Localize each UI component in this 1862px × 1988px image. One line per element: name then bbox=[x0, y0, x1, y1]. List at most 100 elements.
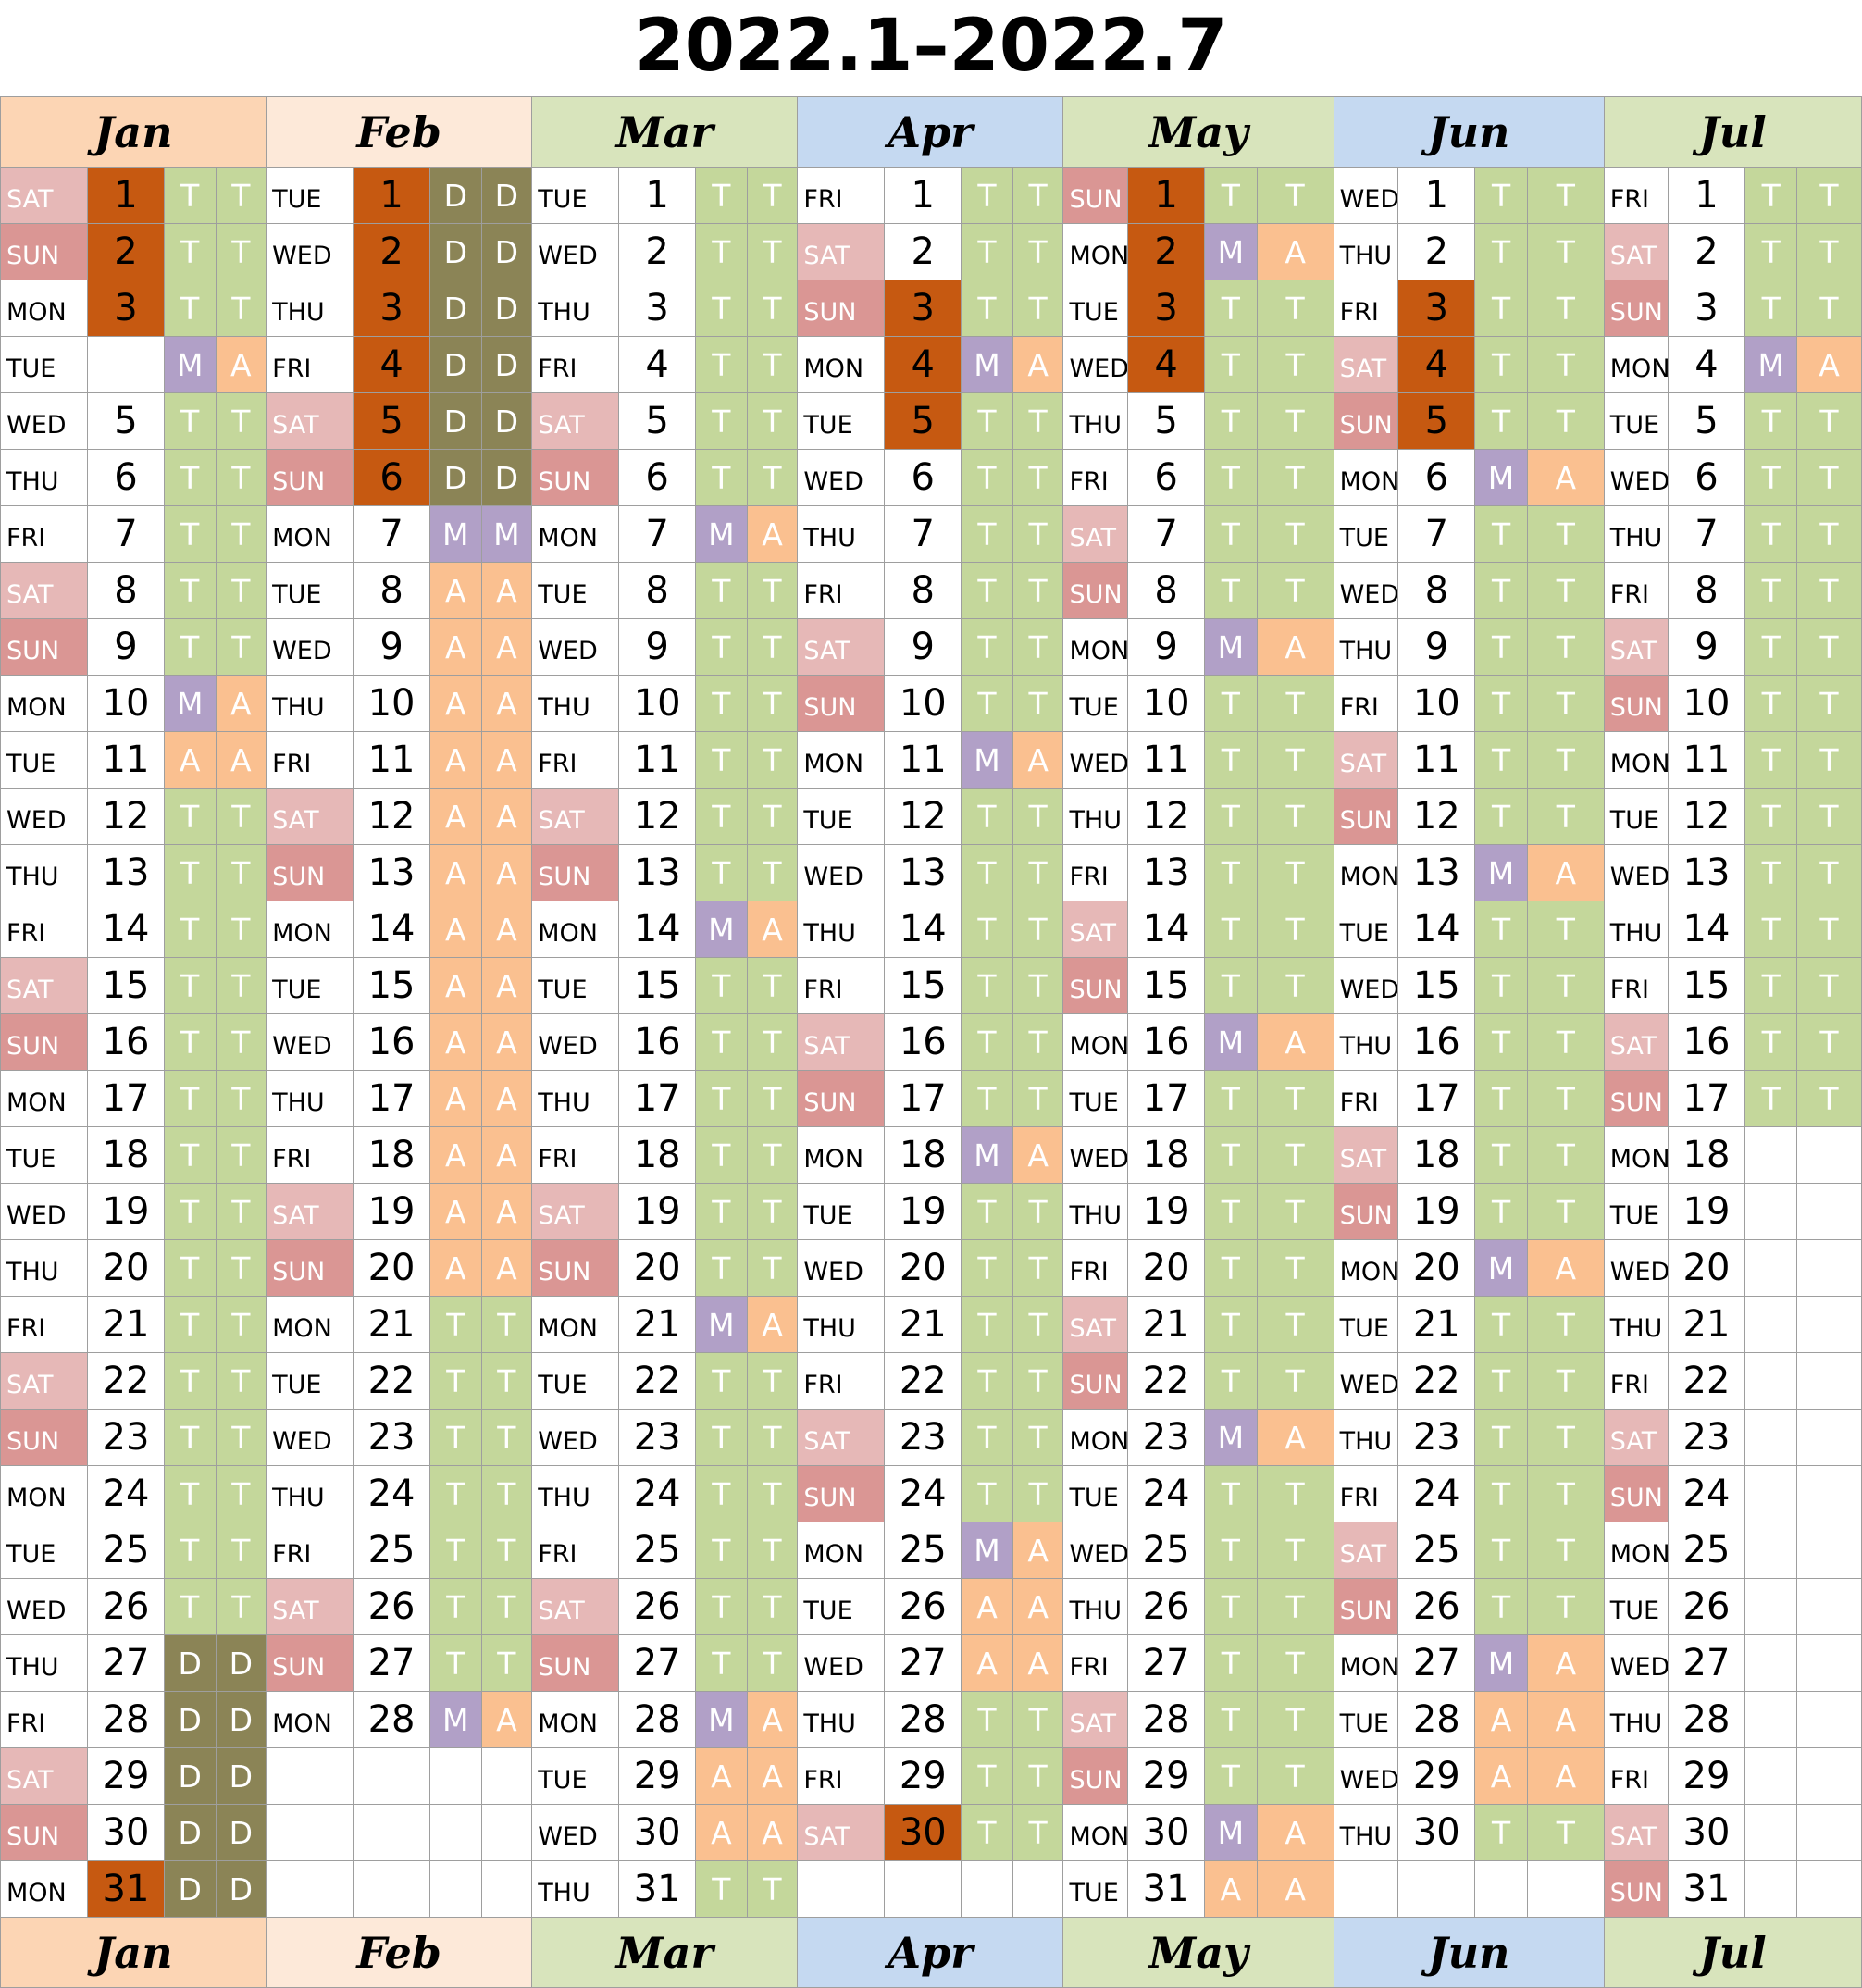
month-header-mar-bottom: Mar bbox=[531, 1917, 799, 1988]
jul-shift-code-1: T bbox=[1744, 449, 1797, 506]
jul-weekday-label: SAT bbox=[1603, 1013, 1669, 1071]
jul-shift-code-2: T bbox=[1796, 957, 1862, 1014]
mar-shift-code-1: M bbox=[695, 901, 748, 958]
mar-day-number: 8 bbox=[618, 562, 697, 619]
mar-shift-code-1: T bbox=[695, 1465, 748, 1522]
may-weekday-label: SUN bbox=[1062, 167, 1129, 224]
mar-weekday-label: THU bbox=[531, 280, 620, 337]
jan-weekday-label: MON bbox=[0, 675, 89, 732]
apr-day-number: 22 bbox=[884, 1352, 962, 1410]
jul-shift-code-2 bbox=[1796, 1465, 1862, 1522]
jan-shift-code-1: T bbox=[163, 1126, 217, 1184]
jun-day-number: 18 bbox=[1397, 1126, 1476, 1184]
feb-shift-code-1: M bbox=[429, 505, 482, 563]
jul-day-number: 25 bbox=[1667, 1522, 1746, 1579]
jun-day-number: 17 bbox=[1397, 1070, 1476, 1127]
apr-shift-code-1: T bbox=[961, 505, 1013, 563]
may-weekday-label: SAT bbox=[1062, 901, 1129, 958]
feb-weekday-label: FRI bbox=[266, 731, 354, 789]
jan-shift-code-1: A bbox=[163, 731, 217, 789]
feb-day-number: 10 bbox=[353, 675, 430, 732]
mar-day-number: 24 bbox=[618, 1465, 697, 1522]
feb-day-number: 15 bbox=[353, 957, 430, 1014]
mar-shift-code-1: T bbox=[695, 336, 748, 393]
jan-weekday-label: WED bbox=[0, 788, 89, 845]
apr-weekday-label: WED bbox=[797, 1239, 886, 1297]
feb-shift-code-1: A bbox=[429, 731, 482, 789]
mar-weekday-label: SAT bbox=[531, 1578, 620, 1635]
may-weekday-label: FRI bbox=[1062, 449, 1129, 506]
jan-weekday-label: SAT bbox=[0, 167, 89, 224]
may-shift-code-2: T bbox=[1256, 1465, 1334, 1522]
mar-day-number: 19 bbox=[618, 1183, 697, 1240]
apr-weekday-label: THU bbox=[797, 1296, 886, 1353]
mar-shift-code-2: T bbox=[746, 844, 799, 901]
may-shift-code-2: T bbox=[1256, 1578, 1334, 1635]
may-weekday-label: THU bbox=[1062, 1183, 1129, 1240]
month-header-apr-top: Apr bbox=[797, 96, 1064, 168]
may-shift-code-2: T bbox=[1256, 1522, 1334, 1579]
jan-day-number: 19 bbox=[87, 1183, 165, 1240]
may-day-number: 27 bbox=[1127, 1634, 1206, 1692]
jul-shift-code-2: T bbox=[1796, 788, 1862, 845]
jun-weekday-label: FRI bbox=[1333, 1070, 1399, 1127]
jun-shift-code-2: T bbox=[1526, 675, 1605, 732]
feb-weekday-label: FRI bbox=[266, 336, 354, 393]
feb-shift-code-2: A bbox=[480, 901, 533, 958]
mar-shift-code-2: A bbox=[746, 1804, 799, 1861]
jan-shift-code-1: T bbox=[163, 788, 217, 845]
mar-day-number: 25 bbox=[618, 1522, 697, 1579]
feb-shift-code-2: D bbox=[480, 392, 533, 450]
jul-day-number: 2 bbox=[1667, 223, 1746, 280]
mar-shift-code-2: T bbox=[746, 223, 799, 280]
jan-weekday-label: TUE bbox=[0, 1522, 89, 1579]
jun-shift-code-1: M bbox=[1474, 449, 1528, 506]
may-day-number: 30 bbox=[1127, 1804, 1206, 1861]
jul-shift-code-2: A bbox=[1796, 336, 1862, 393]
jun-day-number: 27 bbox=[1397, 1634, 1476, 1692]
apr-shift-code-1: T bbox=[961, 1691, 1013, 1748]
apr-weekday-label: TUE bbox=[797, 1578, 886, 1635]
jul-weekday-label: FRI bbox=[1603, 1352, 1669, 1410]
feb-weekday-label: MON bbox=[266, 1691, 354, 1748]
jul-day-number: 8 bbox=[1667, 562, 1746, 619]
apr-shift-code-1: T bbox=[961, 223, 1013, 280]
may-shift-code-1: T bbox=[1204, 505, 1258, 563]
jun-shift-code-2: A bbox=[1526, 1239, 1605, 1297]
feb-shift-code-2: A bbox=[480, 1239, 533, 1297]
jun-shift-code-2: T bbox=[1526, 788, 1605, 845]
apr-weekday-label: MON bbox=[797, 731, 886, 789]
jul-shift-code-1 bbox=[1744, 1804, 1797, 1861]
jul-shift-code-1: T bbox=[1744, 280, 1797, 337]
jun-shift-code-1: T bbox=[1474, 731, 1528, 789]
day-row: WED 19 T T SAT 19 A A SAT 19 T T TUE 19 T T THU 19 T T SUN 19… bbox=[0, 1183, 1862, 1240]
apr-shift-code-2: A bbox=[1012, 731, 1064, 789]
apr-shift-code-1: M bbox=[961, 1522, 1013, 1579]
jul-day-number: 28 bbox=[1667, 1691, 1746, 1748]
jul-day-number: 31 bbox=[1667, 1860, 1746, 1918]
jul-shift-code-2: T bbox=[1796, 1013, 1862, 1071]
mar-shift-code-2: T bbox=[746, 1578, 799, 1635]
jul-weekday-label: SAT bbox=[1603, 223, 1669, 280]
apr-day-number: 23 bbox=[884, 1409, 962, 1466]
may-shift-code-2: T bbox=[1256, 392, 1334, 450]
apr-day-number: 21 bbox=[884, 1296, 962, 1353]
mar-weekday-label: SUN bbox=[531, 844, 620, 901]
mar-weekday-label: TUE bbox=[531, 957, 620, 1014]
apr-day-number: 2 bbox=[884, 223, 962, 280]
jan-day-number: 26 bbox=[87, 1578, 165, 1635]
jan-shift-code-2: T bbox=[215, 788, 267, 845]
may-day-number: 25 bbox=[1127, 1522, 1206, 1579]
jul-weekday-label: FRI bbox=[1603, 562, 1669, 619]
day-row: MON 3 T T THU 3 D D THU 3 T T SUN 3 T T TUE 3 T T FRI 3 T T SUN 3… bbox=[0, 280, 1862, 337]
jan-shift-code-1: D bbox=[163, 1860, 217, 1918]
apr-shift-code-2: T bbox=[1012, 1296, 1064, 1353]
mar-day-number: 7 bbox=[618, 505, 697, 563]
apr-shift-code-2: T bbox=[1012, 1070, 1064, 1127]
feb-weekday-label: SAT bbox=[266, 392, 354, 450]
jan-weekday-label: SUN bbox=[0, 618, 89, 676]
may-shift-code-2: A bbox=[1256, 618, 1334, 676]
mar-shift-code-2: T bbox=[746, 562, 799, 619]
feb-weekday-label: WED bbox=[266, 1013, 354, 1071]
mar-shift-code-2: T bbox=[746, 449, 799, 506]
